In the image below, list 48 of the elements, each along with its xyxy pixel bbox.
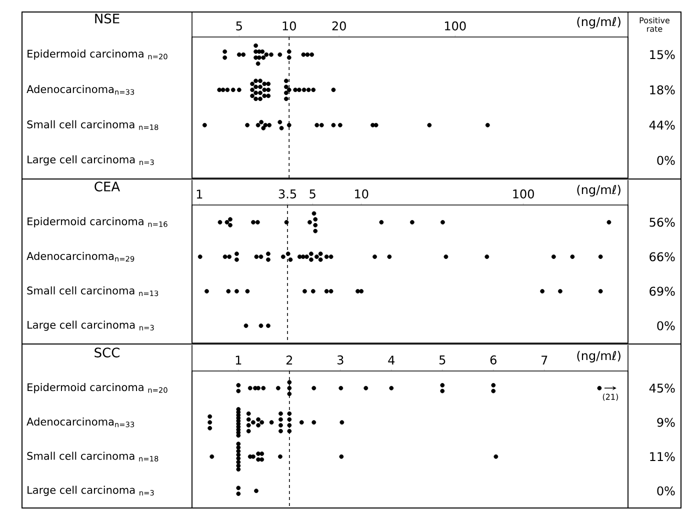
- text: 66%: [650, 252, 675, 262]
- text: 15%: [650, 50, 675, 60]
- y-tick-label: Small cell carcinoma $_{n=18}$: [27, 452, 158, 462]
- y-tick-label: Epidermoid carcinoma $_{n=20}$: [28, 50, 168, 60]
- chart-title: NSE: [95, 14, 120, 24]
- x-tick-label: 5: [439, 356, 446, 364]
- text: 0%: [657, 156, 675, 165]
- x-axis-title: (ng/mℓ): [577, 184, 620, 196]
- x-axis-title: (ng/mℓ): [577, 16, 620, 28]
- text: 11%: [650, 452, 675, 462]
- x-tick-label: 100: [513, 189, 534, 198]
- y-tick-label: Large cell carcinoma $_{n=3}$: [28, 320, 154, 331]
- text: 45%: [649, 384, 675, 393]
- text: 9%: [657, 418, 675, 427]
- text: Positive rate: [640, 17, 670, 32]
- text: 69%: [650, 286, 675, 296]
- y-tick-label: Large cell carcinoma $_{n=3}$: [28, 155, 154, 166]
- y-tick-label: Epidermoid carcinoma $_{n=16}$: [28, 217, 168, 228]
- x-tick-label: 4: [388, 356, 395, 364]
- x-tick-label: 6: [490, 355, 496, 364]
- chart-title: CEA: [94, 182, 120, 192]
- x-tick-label: 10: [282, 21, 296, 30]
- x-tick-label: 1: [196, 190, 202, 198]
- x-tick-label: 10: [355, 189, 368, 198]
- x-tick-label: 100: [444, 21, 466, 30]
- y-tick-label: Large cell carcinoma $_{n=3}$: [28, 486, 154, 496]
- text: 44%: [649, 120, 675, 130]
- y-tick-label: Adenocarcinoma$_{n=33}$: [26, 85, 134, 95]
- x-tick-label: 3: [337, 355, 344, 364]
- x-tick-label: 1: [236, 356, 242, 364]
- x-axis-title: (ng/mℓ): [577, 350, 620, 362]
- y-tick-label: Small cell carcinoma $_{n=13}$: [27, 286, 158, 296]
- x-tick-label: 20: [332, 21, 346, 30]
- x-tick-label: 5: [310, 190, 316, 198]
- chart-title: SCC: [94, 348, 120, 358]
- x-tick-label: 2: [286, 356, 292, 364]
- text: 0%: [657, 486, 675, 496]
- x-tick-label: 3.5: [278, 189, 296, 198]
- text: 56%: [650, 218, 675, 227]
- text: 18%: [650, 85, 675, 94]
- annotation: (21): [602, 394, 618, 401]
- y-tick-label: Adenocarcinoma$_{n=33}$: [26, 417, 134, 428]
- y-tick-label: Small cell carcinoma $_{n=18}$: [27, 120, 158, 130]
- x-tick-label: 7: [542, 356, 548, 364]
- y-tick-label: Epidermoid carcinoma $_{n=20}$: [28, 383, 168, 394]
- text: 0%: [657, 321, 675, 330]
- x-tick-label: 5: [236, 22, 242, 30]
- y-tick-label: Adenocarcinoma$_{n=29}$: [26, 252, 134, 262]
